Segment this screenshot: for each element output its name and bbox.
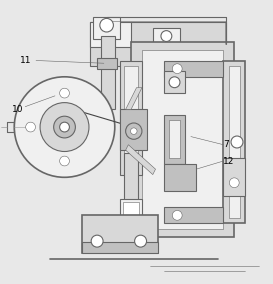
Text: 11: 11 <box>20 56 31 65</box>
Bar <box>120 60 142 175</box>
Bar <box>169 120 180 158</box>
Circle shape <box>172 210 182 220</box>
Polygon shape <box>126 88 142 109</box>
Circle shape <box>60 122 69 132</box>
Circle shape <box>229 178 239 188</box>
Circle shape <box>172 64 182 74</box>
Circle shape <box>26 122 35 132</box>
Circle shape <box>169 77 180 88</box>
Circle shape <box>91 235 103 247</box>
Bar <box>131 41 234 237</box>
Bar <box>97 58 117 69</box>
Bar <box>82 243 158 253</box>
Circle shape <box>126 123 142 139</box>
Circle shape <box>130 128 137 134</box>
Bar <box>123 202 139 215</box>
Bar <box>90 22 131 47</box>
Bar <box>82 215 158 253</box>
Circle shape <box>100 18 113 32</box>
Bar <box>124 153 138 202</box>
Circle shape <box>161 31 172 41</box>
Text: 12: 12 <box>223 156 235 166</box>
Bar <box>223 158 245 196</box>
Polygon shape <box>126 145 156 175</box>
Bar <box>101 36 115 109</box>
Circle shape <box>231 136 243 148</box>
Bar <box>164 207 223 224</box>
Text: 10: 10 <box>11 105 23 114</box>
Bar <box>164 164 196 191</box>
Bar <box>120 199 142 218</box>
Bar <box>93 17 120 39</box>
Circle shape <box>135 235 147 247</box>
Bar <box>223 60 245 224</box>
Bar <box>229 66 240 218</box>
Circle shape <box>14 77 115 177</box>
Circle shape <box>54 116 75 138</box>
Bar <box>124 66 138 169</box>
Text: 7: 7 <box>223 140 229 149</box>
Bar <box>164 60 223 77</box>
Bar <box>90 22 226 66</box>
Circle shape <box>60 88 69 98</box>
Bar <box>142 50 223 229</box>
Circle shape <box>60 156 69 166</box>
Bar <box>164 71 185 93</box>
Bar <box>164 115 185 164</box>
Circle shape <box>40 103 89 151</box>
Bar <box>120 109 147 150</box>
Bar <box>153 28 180 44</box>
